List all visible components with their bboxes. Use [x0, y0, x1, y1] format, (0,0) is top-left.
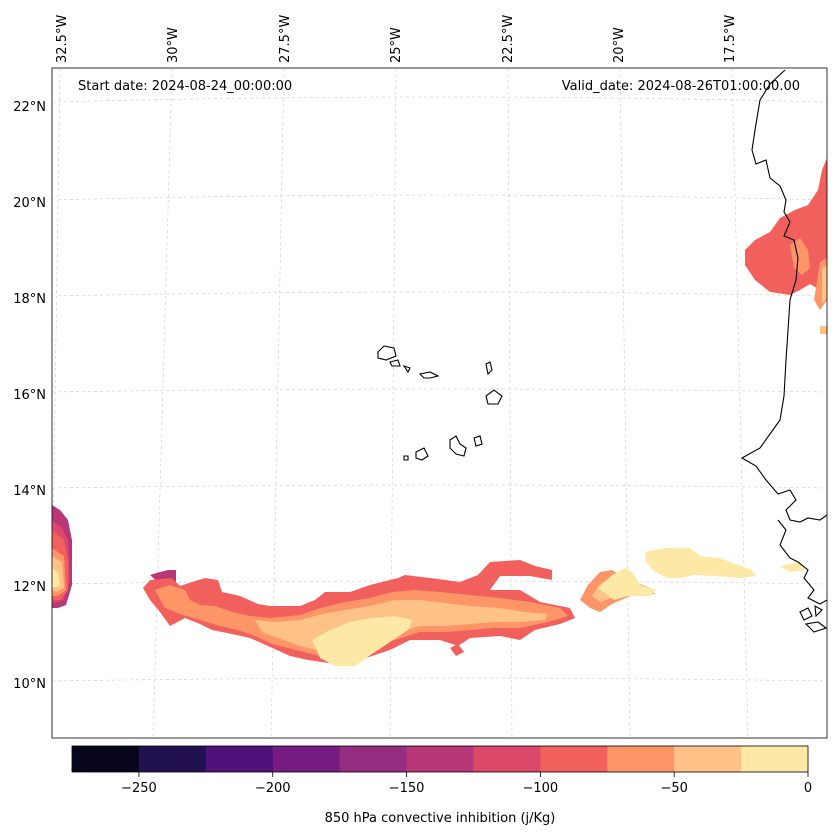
lat-tick-label: 18°N [13, 292, 46, 307]
island-fogo [415, 447, 429, 461]
island-santa-luzia [402, 364, 411, 374]
island-santo-antao [377, 345, 397, 361]
map-frame [51, 67, 828, 739]
cin-east-yellow2 [645, 548, 756, 578]
colorbar-swatch [741, 746, 809, 772]
lat-tick-label: 16°N [13, 388, 46, 403]
colorbar-swatch [406, 746, 474, 772]
lon-tick-label: 30°W [166, 27, 181, 63]
gridline-10N [52, 677, 827, 682]
island-boa-vista [485, 389, 503, 405]
lat-tick-label: 14°N [13, 484, 46, 499]
colorbar-swatch [473, 746, 541, 772]
lat-tick-label: 22°N [13, 100, 46, 115]
gridline-17_5W [731, 68, 749, 738]
colorbar-swatch [272, 746, 341, 772]
colorbar-swatch [674, 746, 742, 772]
colorbar-tick-label: −150 [389, 781, 425, 796]
lat-tick-label: 20°N [13, 196, 46, 211]
colorbar: −250 −200 −150 −100 −50 0 850 hPa convective … [71, 745, 812, 826]
coastlines [377, 69, 827, 633]
colorbar-swatch [540, 746, 608, 772]
colorbar-tick-label: 0 [804, 781, 812, 796]
colorbar-tick-label: −200 [255, 781, 291, 796]
colorbar-swatch [607, 746, 675, 772]
colorbar-tick-label: −100 [523, 781, 559, 796]
island-sao-vicente [389, 359, 401, 367]
colorbar-swatch [205, 746, 274, 772]
cin-east-yellow [598, 568, 656, 600]
cin-field [52, 158, 827, 666]
island-sal [485, 361, 493, 376]
longitude-tick-labels: 32.5°W 30°W 27.5°W 25°W 22.5°W 20°W 17.5… [55, 15, 738, 63]
lon-tick-label: 32.5°W [55, 15, 70, 63]
cin-north-light2 [820, 326, 827, 334]
gridline-14N [52, 484, 827, 489]
guinea-islands [799, 604, 827, 633]
gridline-20W [619, 68, 631, 738]
cin-west-yellow [52, 568, 60, 588]
cin-north-light [822, 266, 827, 304]
cin-east-yellow3 [780, 562, 805, 572]
lon-tick-label: 25°W [389, 27, 404, 63]
colorbar-tick-label: −250 [121, 781, 157, 796]
colorbar-swatch [72, 746, 140, 772]
lat-tick-label: 12°N [13, 580, 46, 595]
valid-date-annotation: Valid_date: 2024-08-26T01:00:00.00 [562, 79, 800, 94]
latitude-tick-labels: 22°N 20°N 18°N 16°N 14°N 12°N 10°N [13, 100, 46, 692]
lon-tick-label: 17.5°W [723, 15, 738, 63]
lon-tick-label: 22.5°W [501, 15, 516, 63]
gridline-16N [52, 388, 827, 393]
lon-tick-label: 27.5°W [278, 15, 293, 63]
colorbar-frame [71, 745, 809, 773]
colorbar-swatches [72, 746, 809, 772]
cin-band-yellow [312, 616, 412, 666]
gridline-18N [52, 291, 827, 297]
gridline-30W [152, 68, 173, 738]
island-santiago [449, 435, 467, 457]
gridline-20N [52, 194, 827, 201]
island-sao-nicolau [418, 371, 440, 379]
colorbar-label: 850 hPa convective inhibition (j/Kg) [325, 811, 556, 826]
island-maio [473, 435, 483, 447]
africa-coastline [740, 69, 827, 523]
gridline-22N [52, 96, 827, 103]
africa-coast-south [777, 519, 827, 605]
colorbar-swatch [339, 746, 408, 772]
start-date-annotation: Start date: 2024-08-24_00:00:00 [78, 79, 292, 94]
colorbar-swatch [138, 746, 207, 772]
cin-band-spot [450, 644, 464, 656]
island-brava [403, 455, 409, 461]
colorbar-ticks: −250 −200 −150 −100 −50 0 [121, 772, 812, 796]
colorbar-tick-label: −50 [660, 781, 687, 796]
lon-tick-label: 20°W [612, 27, 627, 63]
lat-tick-label: 10°N [13, 677, 46, 692]
cin-north-orange [790, 238, 810, 275]
